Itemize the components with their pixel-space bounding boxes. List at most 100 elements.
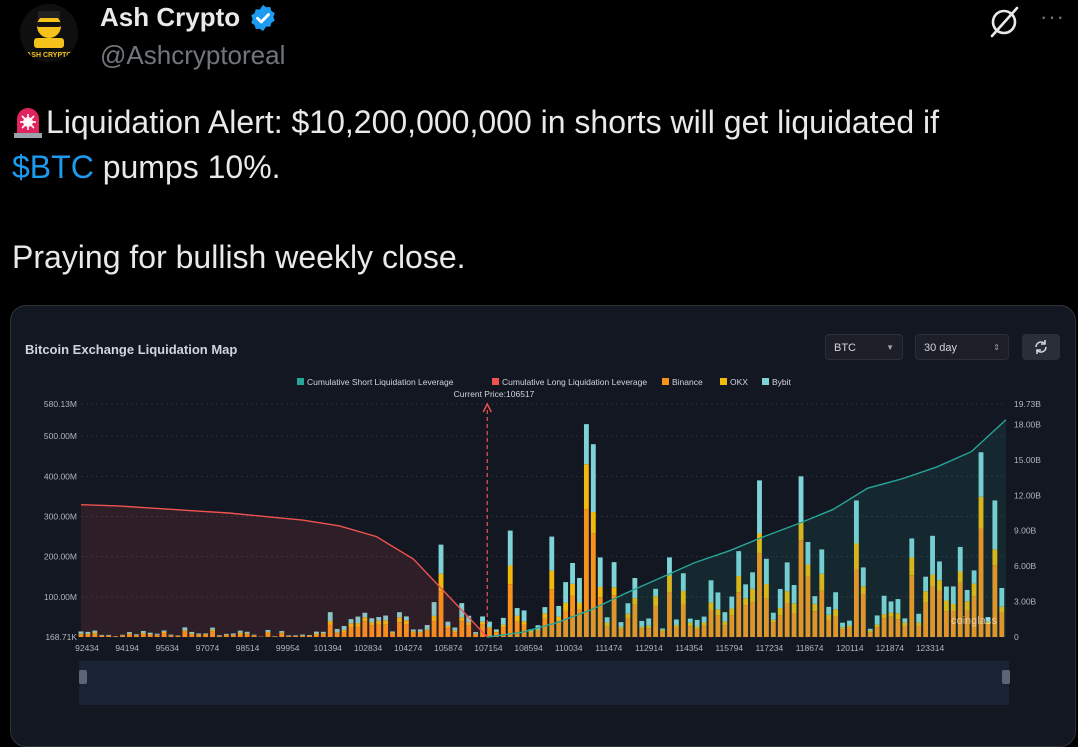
- legend-label: Bybit: [772, 377, 792, 387]
- x-tick-label: 123314: [916, 643, 945, 653]
- liquidation-bar-segment: [577, 578, 582, 603]
- up-down-caret-icon: ⇕: [993, 335, 1000, 361]
- legend-swatch: [762, 378, 769, 385]
- y-right-tick-label: 18.00B: [1014, 419, 1041, 429]
- liquidation-bar-segment: [757, 480, 762, 533]
- liquidation-bar-segment: [612, 587, 617, 595]
- x-tick-label: 102834: [354, 643, 383, 653]
- x-tick-label: 98514: [236, 643, 260, 653]
- legend-swatch: [662, 378, 669, 385]
- symbol-select[interactable]: BTC ▼: [825, 334, 903, 360]
- liquidation-bar-segment: [598, 587, 603, 597]
- liquidation-bar-segment: [439, 545, 444, 574]
- legend-label: OKX: [730, 377, 748, 387]
- grok-icon[interactable]: [986, 4, 1022, 40]
- tweet-blank-line: [12, 190, 1062, 235]
- liquidation-bar-segment: [480, 622, 485, 624]
- liquidation-bar-segment: [522, 610, 527, 621]
- x-tick-label: 92434: [75, 643, 99, 653]
- y-right-tick-label: 9.00B: [1014, 526, 1037, 536]
- x-tick-label: 104274: [394, 643, 423, 653]
- x-tick-label: 107154: [474, 643, 503, 653]
- liquidation-bar-segment: [501, 618, 506, 625]
- tweet-media-card[interactable]: Bitcoin Exchange Liquidation Map Cumulat…: [10, 305, 1076, 747]
- y-right-tick-label: 6.00B: [1014, 561, 1037, 571]
- y-left-tick-label: 580.13M: [44, 399, 77, 409]
- cashtag-btc-link[interactable]: $BTC: [12, 149, 94, 185]
- x-tick-label: 111474: [595, 643, 622, 653]
- x-tick-label: 95634: [155, 643, 179, 653]
- liquidation-bar-segment: [591, 512, 596, 533]
- x-tick-label: 99954: [276, 643, 300, 653]
- author-handle[interactable]: @Ashcryptoreal: [100, 40, 285, 71]
- liquidation-bar-segment: [542, 607, 547, 613]
- liquidation-bar-segment: [591, 444, 596, 512]
- legend-label: Binance: [672, 377, 703, 387]
- x-tick-label: 120114: [836, 643, 864, 653]
- caret-down-icon: ▼: [886, 335, 894, 361]
- avatar-image: ASH CRYPTO: [20, 4, 78, 62]
- y-left-tick-label: 500.00M: [44, 431, 77, 441]
- symbol-select-value: BTC: [834, 342, 856, 354]
- x-tick-label: 115794: [715, 643, 743, 653]
- coinglass-watermark: coinglass: [951, 615, 997, 627]
- refresh-icon: [1022, 334, 1060, 360]
- y-left-tick-label: 300.00M: [44, 512, 77, 522]
- liquidation-bar-segment: [584, 424, 589, 464]
- chart-title: Bitcoin Exchange Liquidation Map: [25, 342, 237, 357]
- liquidation-bar-segment: [508, 531, 513, 566]
- y-right-tick-label: 0: [1014, 632, 1019, 642]
- liquidation-bar-segment: [612, 562, 617, 587]
- legend-swatch: [720, 378, 727, 385]
- x-tick-label: 97074: [196, 643, 220, 653]
- x-tick-label: 94194: [115, 643, 139, 653]
- liquidation-bar-segment: [563, 582, 568, 603]
- author-name-row[interactable]: Ash Crypto: [100, 2, 278, 33]
- liquidation-bar-segment: [480, 616, 485, 621]
- refresh-button[interactable]: [1022, 334, 1060, 360]
- liquidation-bar-segment: [563, 603, 568, 611]
- tweet-line-2-text: pumps 10%.: [94, 149, 281, 185]
- y-left-tick-label: 400.00M: [44, 471, 77, 481]
- liquidation-bar-segment: [501, 625, 506, 627]
- period-select-value: 30 day: [924, 342, 957, 354]
- long-cumulative-area: [81, 505, 487, 637]
- y-right-tick-label: 3.00B: [1014, 597, 1037, 607]
- liquidation-bar-segment: [577, 602, 582, 609]
- x-tick-label: 108594: [514, 643, 543, 653]
- liquidation-bar-segment: [598, 557, 603, 587]
- legend-label: Cumulative Short Liquidation Leverage: [307, 377, 454, 387]
- liquidation-bar-segment: [556, 606, 561, 617]
- liquidation-bar-segment: [584, 464, 589, 509]
- author-name[interactable]: Ash Crypto: [100, 2, 240, 33]
- tweet-line-2: $BTC pumps 10%.: [12, 145, 1062, 190]
- liquidation-bar-segment: [549, 571, 554, 590]
- avatar-logo-text: ASH CRYPTO: [26, 52, 72, 59]
- range-slider-track[interactable]: [79, 661, 1009, 705]
- legend-swatch: [297, 378, 304, 385]
- avatar[interactable]: ASH CRYPTO: [20, 4, 78, 62]
- verified-badge-icon: [248, 3, 278, 33]
- more-options-icon[interactable]: ···: [1040, 4, 1065, 30]
- tweet-line-3: Praying for bullish weekly close.: [12, 235, 1062, 280]
- liquidation-bar-segment: [494, 629, 499, 631]
- range-slider-right-handle[interactable]: [1002, 670, 1010, 684]
- x-tick-label: 112914: [635, 643, 663, 653]
- liquidation-bar-segment: [542, 613, 547, 619]
- range-slider-left-handle[interactable]: [79, 670, 87, 684]
- siren-emoji-icon: [12, 103, 44, 139]
- y-left-tick-label: 168.71K: [45, 632, 77, 642]
- period-select[interactable]: 30 day ⇕: [915, 334, 1009, 360]
- liquidation-bar-segment: [799, 476, 804, 522]
- tweet-text: Liquidation Alert: $10,200,000,000 in sh…: [12, 100, 1062, 280]
- x-tick-label: 117234: [756, 643, 784, 653]
- x-tick-label: 121874: [876, 643, 905, 653]
- x-tick-label: 118674: [796, 643, 824, 653]
- y-right-tick-label: 19.73B: [1014, 399, 1041, 409]
- liquidation-bar-segment: [570, 563, 575, 584]
- liquidation-bar-segment: [508, 566, 513, 585]
- y-right-tick-label: 15.00B: [1014, 455, 1041, 465]
- x-tick-label: 110034: [555, 643, 583, 653]
- liquidation-bar-segment: [570, 584, 575, 596]
